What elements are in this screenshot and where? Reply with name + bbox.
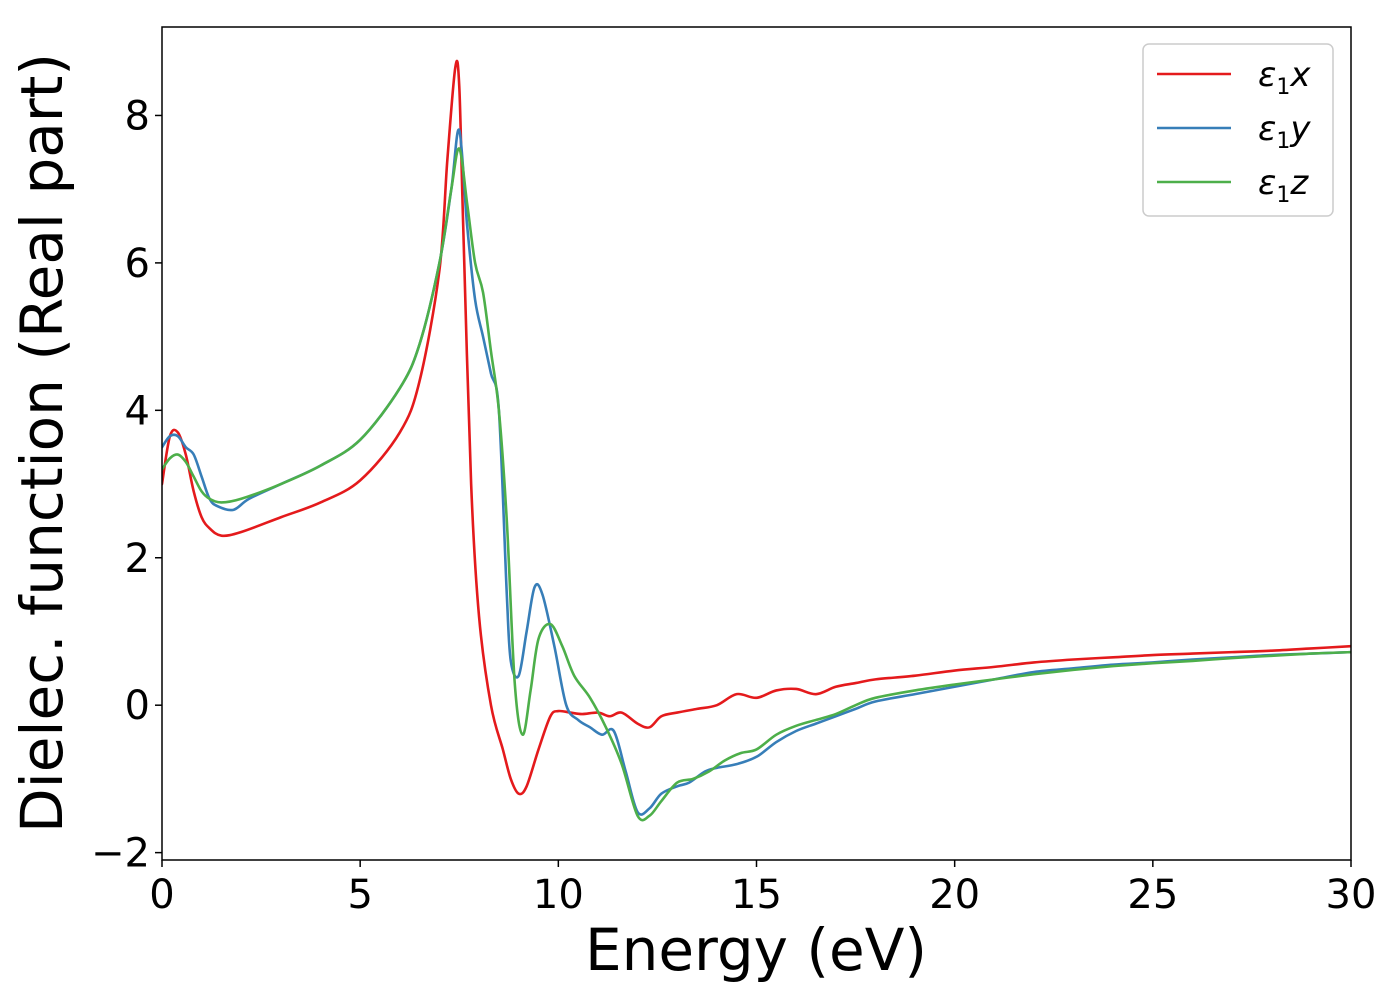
y-axis-ticks: −2 0 2 4 6 8	[91, 93, 162, 877]
x-axis-ticks: 0 5 10 15 20 25 30	[149, 860, 1376, 918]
series-line-x	[162, 59, 1351, 796]
y-tick-label: 2	[125, 536, 150, 582]
y-tick-label: 4	[125, 388, 150, 434]
x-tick-label: 25	[1127, 872, 1178, 918]
y-tick-label: 0	[125, 683, 150, 729]
x-tick-label: 30	[1326, 872, 1377, 918]
x-tick-label: 20	[929, 872, 980, 918]
legend-label-x: ε1x	[1258, 55, 1311, 100]
series-line-z	[162, 147, 1351, 822]
legend: ε1x ε1y ε1z	[1142, 43, 1334, 217]
series-line-y	[162, 128, 1351, 816]
x-tick-label: 15	[731, 872, 782, 918]
x-axis-label: Energy (eV)	[585, 916, 927, 984]
legend-label-y: ε1y	[1258, 109, 1311, 154]
legend-box	[1142, 43, 1334, 217]
x-tick-label: 0	[149, 872, 174, 918]
x-tick-label: 10	[533, 872, 584, 918]
y-tick-label: 6	[125, 241, 150, 287]
legend-label-z: ε1z	[1258, 163, 1309, 208]
x-tick-label: 5	[347, 872, 372, 918]
series-layer	[162, 59, 1351, 822]
y-axis-label: Dielec. function (Real part)	[8, 53, 76, 833]
y-tick-label: −2	[91, 831, 150, 877]
y-tick-label: 8	[125, 93, 150, 139]
